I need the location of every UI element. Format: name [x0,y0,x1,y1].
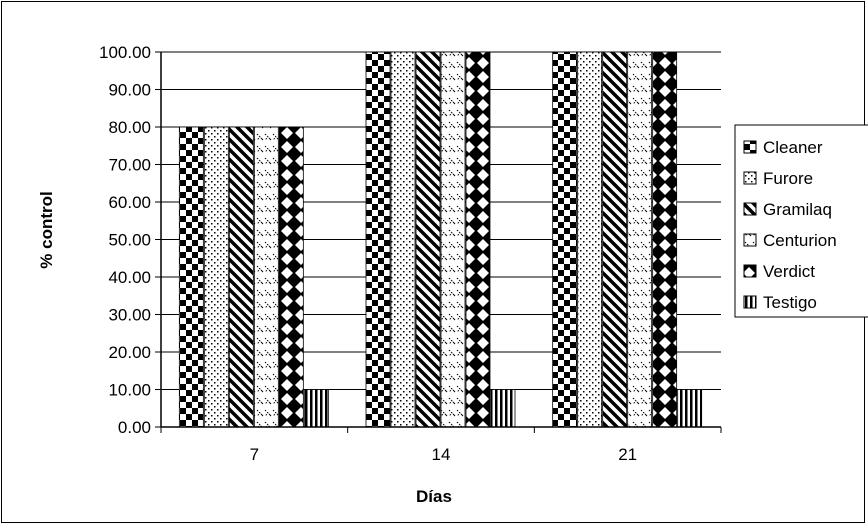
y-axis-title: % control [37,191,56,268]
y-tick-label: 20.00 [108,343,151,362]
bar-furore-14 [390,51,416,428]
y-tick-label: 10.00 [108,381,151,400]
legend-label-testigo: Testigo [763,293,817,312]
legend-swatch-verdict [743,264,757,278]
legend-swatch-testigo [743,295,757,309]
y-tick-label: 30.00 [108,306,151,325]
x-tick-label: 14 [432,445,451,464]
bar-furore-7 [203,126,229,428]
legend-label-gramilaq: Gramilaq [763,200,832,219]
bar-cleaner-21 [552,51,578,428]
legend-label-centurion: Centurion [763,231,837,250]
legend-label-verdict: Verdict [763,262,815,281]
y-tick-label: 60.00 [108,193,151,212]
y-tick-label: 70.00 [108,156,151,175]
axes [155,51,722,433]
x-tick-label: 7 [250,445,259,464]
bar-centurion-7 [253,126,279,428]
bar-testigo-7 [303,389,329,428]
legend-label-furore: Furore [763,169,813,188]
legend-box [734,124,868,318]
bar-centurion-14 [440,51,466,428]
bar-cleaner-7 [178,126,204,428]
bar-verdict-14 [465,51,491,428]
legend-swatch-cleaner [743,140,757,154]
legend-label-cleaner: Cleaner [763,138,823,157]
y-tick-label: 0.00 [118,418,151,437]
bar-furore-21 [577,51,603,428]
y-tick-label: 80.00 [108,118,151,137]
x-tick-label: 21 [618,445,637,464]
bar-testigo-21 [677,389,703,428]
legend-swatch-gramilaq [743,202,757,216]
y-tick-label: 90.00 [108,81,151,100]
bar-testigo-14 [490,389,516,428]
legend-swatch-centurion [743,233,757,247]
x-tick-labels: 7 14 21 [250,445,638,464]
bar-cleaner-14 [365,51,391,428]
bar-gramilaq-21 [602,51,628,428]
x-axis-title: Días [416,487,452,506]
bar-verdict-7 [278,126,304,428]
bar-centurion-21 [627,51,653,428]
y-tick-label: 100.00 [99,43,151,62]
y-tick-label: 40.00 [108,268,151,287]
y-tick-labels: 0.00 10.00 20.00 30.00 40.00 50.00 60.00 70.00 8… [99,43,151,437]
legend: Cleaner Furore Gramilaq Centurion Verdict Tes… [734,124,868,318]
bar-gramilaq-7 [228,126,254,428]
legend-swatch-furore [743,171,757,185]
bar-gramilaq-14 [415,51,441,428]
y-tick-label: 50.00 [108,231,151,250]
bar-verdict-21 [652,51,678,428]
